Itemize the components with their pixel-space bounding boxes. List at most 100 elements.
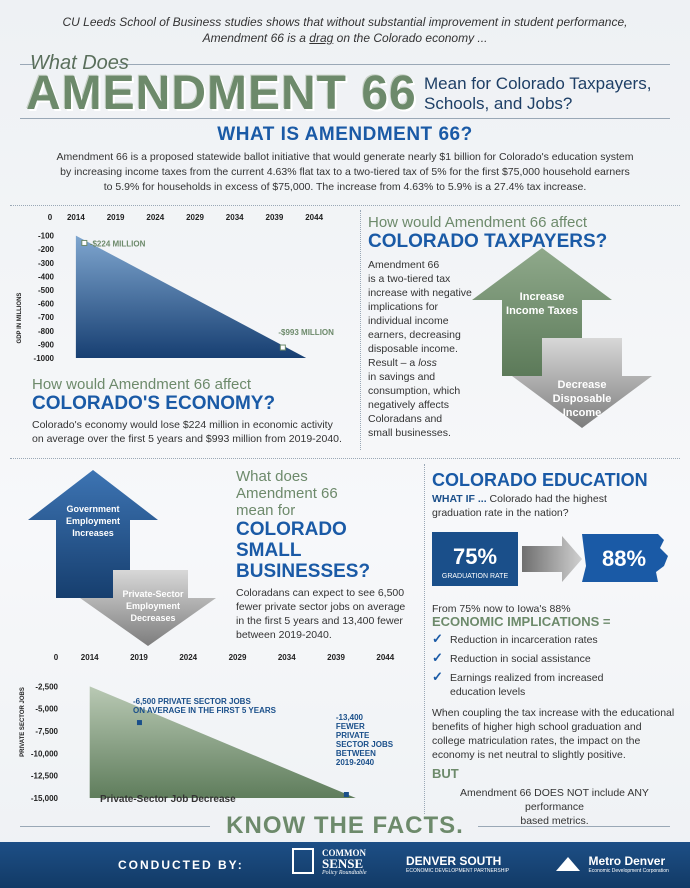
jobs-point-2 — [343, 792, 349, 797]
graduation-comparison: 75% GRADUATION RATE 88% — [432, 532, 668, 586]
jobs-y-label: PRIVATE SECTOR JOBS — [20, 687, 26, 757]
subtitle-line-1: Mean for Colorado Taxpayers, — [424, 74, 652, 93]
jobs-annotation-1: -6,500 PRIVATE SECTOR JOBS — [133, 697, 251, 706]
tax-line: small businesses. — [368, 427, 451, 439]
gdp-point-1 — [81, 239, 88, 246]
header-subtitle: Mean for Colorado Taxpayers, Schools, an… — [424, 74, 684, 114]
logo2-b: ECONOMIC DEVELOPMENT PARTNERSHIP — [406, 868, 510, 874]
conducted-by-label: CONDUCTED BY: — [118, 858, 244, 872]
gdp-x-tick: 2019 — [107, 213, 125, 222]
but-line: Amendment 66 DOES NOT include ANY perfor… — [460, 787, 649, 813]
intro-text: CU Leeds School of Business studies show… — [20, 14, 670, 46]
jobs-y-tick: -10,000 — [31, 749, 59, 758]
gdp-x-tick: 2024 — [146, 213, 164, 222]
arrow-down-line: Disposable — [553, 393, 612, 405]
check-icon: ✓ — [432, 650, 443, 665]
check-icon: ✓ — [432, 631, 443, 646]
what-is-line-1: Amendment 66 is a proposed statewide bal… — [56, 151, 634, 163]
jobs-x-tick: 2024 — [179, 653, 197, 662]
economy-heading: How would Amendment 66 affect COLORADO'S… — [32, 376, 275, 414]
biz-arrow-up-line: Increases — [72, 528, 114, 538]
coupling-text: When coupling the tax increase with the … — [432, 706, 677, 762]
footer-bar: CONDUCTED BY: COMMON SENSE Policy Roundt… — [0, 842, 690, 888]
colorado-pct: 75% — [453, 544, 497, 569]
check-icon: ✓ — [432, 669, 443, 684]
gdp-y-label: GDP IN MILLIONS — [17, 293, 23, 344]
biz-h2-line: SMALL — [236, 540, 302, 561]
biz-body-line: Coloradans can expect to see 6,500 — [236, 587, 405, 599]
economy-body: Colorado's economy would lose $224 milli… — [32, 418, 352, 446]
jobs-x-tick: 2029 — [229, 653, 247, 662]
but-text: Amendment 66 DOES NOT include ANY perfor… — [432, 786, 677, 828]
biz-h2-line: BUSINESSES? — [236, 561, 371, 582]
subtitle-line-2: Schools, and Jobs? — [424, 94, 573, 113]
intro-line-1: CU Leeds School of Business studies show… — [62, 15, 628, 29]
tax-line: individual income — [368, 315, 449, 327]
intro-line-2: Amendment 66 is a drag on the Colorado e… — [20, 30, 670, 46]
tax-line: is a two-tiered tax — [368, 273, 451, 285]
gdp-x-tick: 0 — [48, 213, 53, 222]
what-does-label: What Does — [30, 52, 129, 74]
iowa-shape-icon — [582, 534, 668, 582]
what-is-title: WHAT IS AMENDMENT 66? — [217, 124, 473, 145]
header-rule-bottom — [20, 118, 670, 119]
whatif-rest: Colorado had the highest — [486, 493, 607, 505]
gdp-x-tick: 2039 — [266, 213, 284, 222]
gdp-annotation-1: -$224 MILLION — [90, 239, 146, 248]
economy-line-2: on average over the first 5 years and $9… — [32, 433, 342, 445]
gdp-y-tick: -300 — [38, 259, 55, 268]
header-rule-right — [118, 64, 670, 65]
know-the-facts: KNOW THE FACTS. — [226, 812, 464, 839]
gdp-point-2 — [279, 344, 286, 351]
result-pre: Result – a — [368, 357, 419, 369]
biz-h1-line: What does — [236, 468, 308, 485]
arrow-up-line: Increase — [520, 291, 565, 303]
whatif-em: WHAT IF ... — [432, 493, 487, 505]
coupling-line: college matriculation rates, the impact … — [432, 735, 641, 747]
jobs-x-tick: 2014 — [81, 653, 99, 662]
what-is-line-2: by increasing income taxes from the curr… — [60, 166, 630, 178]
but-line: based metrics. — [520, 815, 589, 827]
jobs-y-tick: -7,500 — [35, 727, 58, 736]
iowa-pct: 88% — [602, 546, 646, 571]
gdp-y-tick: -600 — [38, 300, 55, 309]
logo2-a: DENVER SOUTH — [406, 854, 502, 868]
taxpayers-heading: How would Amendment 66 affect COLORADO T… — [368, 214, 607, 252]
from-text: From 75% now to Iowa's 88% — [432, 603, 571, 615]
biz-arrow-down-line: Employment — [126, 601, 180, 611]
gdp-y-tick: -700 — [38, 313, 55, 322]
gdp-x-tick: 2029 — [186, 213, 204, 222]
colorado-shape-icon — [432, 532, 518, 586]
implication-text-cont: education levels — [450, 686, 526, 698]
jobs-x-tick: 2034 — [278, 653, 296, 662]
what-is-body: Amendment 66 is a proposed statewide bal… — [28, 150, 662, 195]
result-em: loss — [418, 357, 437, 369]
jobs-x-tick: 2039 — [327, 653, 345, 662]
logo1-a: COMMON — [322, 848, 366, 858]
implications-title: ECONOMIC IMPLICATIONS = — [432, 614, 611, 629]
gdp-x-tick: 2034 — [226, 213, 244, 222]
jobs-annotation-2: PRIVATE — [336, 731, 370, 740]
jobs-x-tick: 2019 — [130, 653, 148, 662]
economy-h2: COLORADO'S ECONOMY? — [32, 393, 276, 414]
intro-emphasis: drag — [309, 31, 334, 45]
whatif-text: WHAT IF ... Colorado had the highest gra… — [432, 492, 672, 520]
jobs-x-tick: 0 — [54, 653, 59, 662]
know-rule-right — [478, 826, 670, 827]
implication-text: Reduction in incarceration rates — [450, 634, 598, 646]
common-sense-logo: COMMON SENSE Policy Roundtable — [292, 848, 367, 876]
gdp-area — [75, 235, 307, 358]
tax-arrows: Increase Income Taxes Decrease Disposabl… — [472, 248, 652, 428]
what-is-line-3: to 5.9% for households in excess of $75,… — [103, 181, 587, 193]
gdp-y-tick: -500 — [38, 286, 55, 295]
gdp-y-tick: -100 — [38, 232, 55, 241]
jobs-annotation-2: SECTOR JOBS — [336, 740, 394, 749]
gdp-y-tick: -200 — [38, 245, 55, 254]
tax-line: Coloradans and — [368, 413, 443, 425]
header-rule-left — [20, 64, 34, 65]
vertical-divider-bottom — [424, 464, 425, 814]
biz-body: Coloradans can expect to see 6,500 fewer… — [236, 586, 421, 642]
logo3-b: Economic Development Corporation — [588, 868, 669, 874]
right-arrow-icon — [522, 536, 582, 582]
